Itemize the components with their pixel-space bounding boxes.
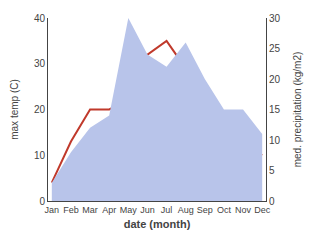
svg-text:med. precipitation (kg/m2): med. precipitation (kg/m2): [292, 52, 303, 168]
svg-text:10: 10: [269, 135, 281, 146]
svg-text:Dec: Dec: [254, 205, 271, 215]
svg-text:max temp (C): max temp (C): [9, 79, 20, 140]
svg-text:30: 30: [269, 13, 281, 24]
svg-text:10: 10: [34, 150, 46, 161]
svg-text:Aug: Aug: [178, 205, 194, 215]
svg-text:0: 0: [39, 196, 45, 207]
svg-text:15: 15: [269, 104, 281, 115]
svg-text:Mar: Mar: [82, 205, 98, 215]
svg-text:20: 20: [269, 74, 281, 85]
svg-text:Jul: Jul: [161, 205, 173, 215]
svg-text:Jan: Jan: [45, 205, 60, 215]
svg-text:date (month): date (month): [124, 218, 191, 230]
svg-text:Jun: Jun: [140, 205, 155, 215]
svg-text:20: 20: [34, 104, 46, 115]
svg-text:Feb: Feb: [63, 205, 79, 215]
svg-text:30: 30: [34, 58, 46, 69]
svg-text:May: May: [120, 205, 138, 215]
svg-text:Oct: Oct: [217, 205, 232, 215]
svg-text:25: 25: [269, 43, 281, 54]
svg-text:Apr: Apr: [102, 205, 116, 215]
svg-text:40: 40: [34, 13, 46, 24]
svg-text:Nov: Nov: [235, 205, 252, 215]
svg-text:5: 5: [269, 165, 275, 176]
svg-text:Sep: Sep: [197, 205, 213, 215]
svg-text:0: 0: [269, 196, 275, 207]
